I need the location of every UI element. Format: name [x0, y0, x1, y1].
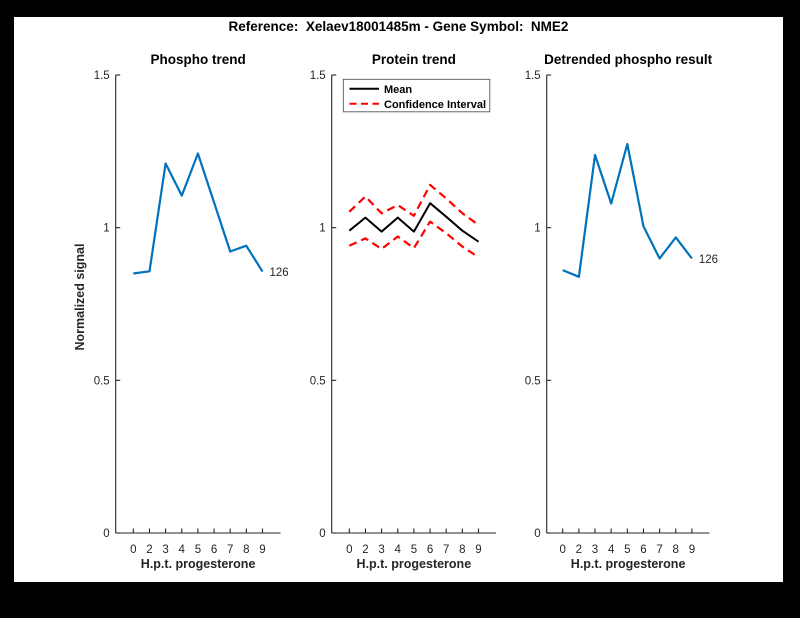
- y-tick-label: 0.5: [525, 375, 541, 387]
- x-tick-label: 4: [395, 544, 402, 556]
- y-tick-label: 1: [319, 223, 325, 235]
- x-tick-label: 0: [130, 544, 136, 556]
- x-tick-label: 3: [378, 544, 384, 556]
- x-tick-label: 3: [592, 544, 598, 556]
- y-tick-label: 1: [534, 223, 540, 235]
- x-tick-label: 0: [559, 544, 565, 556]
- x-tick-label: 8: [673, 544, 679, 556]
- x-tick-label: 5: [624, 544, 630, 556]
- legend-box: Mean Confidence Interval: [342, 78, 491, 113]
- series-line-phospho-signal: [133, 152, 264, 275]
- legend-frame: [342, 78, 491, 113]
- x-tick-label: 8: [459, 544, 465, 556]
- x-tick-label: 9: [689, 544, 695, 556]
- series-line-mean: [348, 202, 480, 243]
- subplot-title: Phospho trend: [150, 52, 245, 67]
- legend-label: Mean: [384, 84, 412, 96]
- x-tick-label: 2: [362, 544, 368, 556]
- x-tick-label: 0: [346, 544, 352, 556]
- x-axis-label: H.p.t. progesterone: [141, 557, 256, 571]
- x-tick-label: 6: [427, 544, 433, 556]
- x-axis-label: H.p.t. progesterone: [571, 557, 686, 571]
- y-tick-label: 1.5: [94, 70, 110, 82]
- x-tick-label: 2: [576, 544, 582, 556]
- y-tick-label: 0: [103, 528, 109, 540]
- x-tick-label: 5: [195, 544, 201, 556]
- x-tick-label: 7: [443, 544, 449, 556]
- x-tick-label: 9: [475, 544, 481, 556]
- x-tick-label: 2: [146, 544, 152, 556]
- x-axis-label: H.p.t. progesterone: [357, 557, 472, 571]
- series-line-ci-upper: [348, 183, 480, 226]
- x-tick-label: 6: [640, 544, 646, 556]
- x-tick-label: 6: [211, 544, 217, 556]
- x-tick-label: 5: [411, 544, 417, 556]
- y-tick-label: 0.5: [310, 375, 326, 387]
- endpoint-label: 126: [699, 254, 718, 266]
- figure-title: Reference: Xelaev18001485m - Gene Symbol…: [228, 19, 569, 34]
- y-tick-label: 1: [103, 223, 109, 235]
- y-tick-label: 1.5: [310, 70, 326, 82]
- y-tick-label: 1.5: [525, 70, 541, 82]
- y-axis-label: Normalized signal: [73, 244, 87, 351]
- x-tick-label: 3: [162, 544, 168, 556]
- x-tick-label: 7: [656, 544, 662, 556]
- subplot-title: Protein trend: [372, 52, 456, 67]
- x-tick-label: 4: [608, 544, 615, 556]
- y-tick-label: 0: [319, 528, 325, 540]
- subplot-title: Detrended phospho result: [544, 52, 713, 67]
- legend-label: Confidence Interval: [384, 99, 486, 111]
- x-tick-label: 7: [227, 544, 233, 556]
- x-tick-label: 4: [179, 544, 186, 556]
- series-line-detrended-phospho: [562, 142, 693, 278]
- x-tick-label: 9: [259, 544, 265, 556]
- x-tick-label: 8: [243, 544, 249, 556]
- y-tick-label: 0.5: [94, 375, 110, 387]
- y-tick-label: 0: [534, 528, 540, 540]
- endpoint-label: 126: [270, 267, 289, 279]
